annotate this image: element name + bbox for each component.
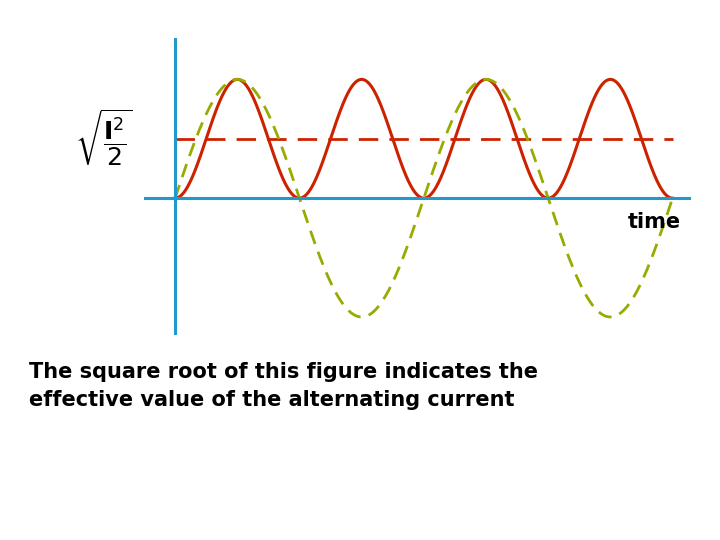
Text: time: time [627, 212, 680, 232]
Text: $\sqrt{\dfrac{\mathbf{I}^2}{2}}$: $\sqrt{\dfrac{\mathbf{I}^2}{2}}$ [76, 108, 133, 170]
Text: The square root of this figure indicates the
effective value of the alternating : The square root of this figure indicates… [29, 362, 538, 410]
